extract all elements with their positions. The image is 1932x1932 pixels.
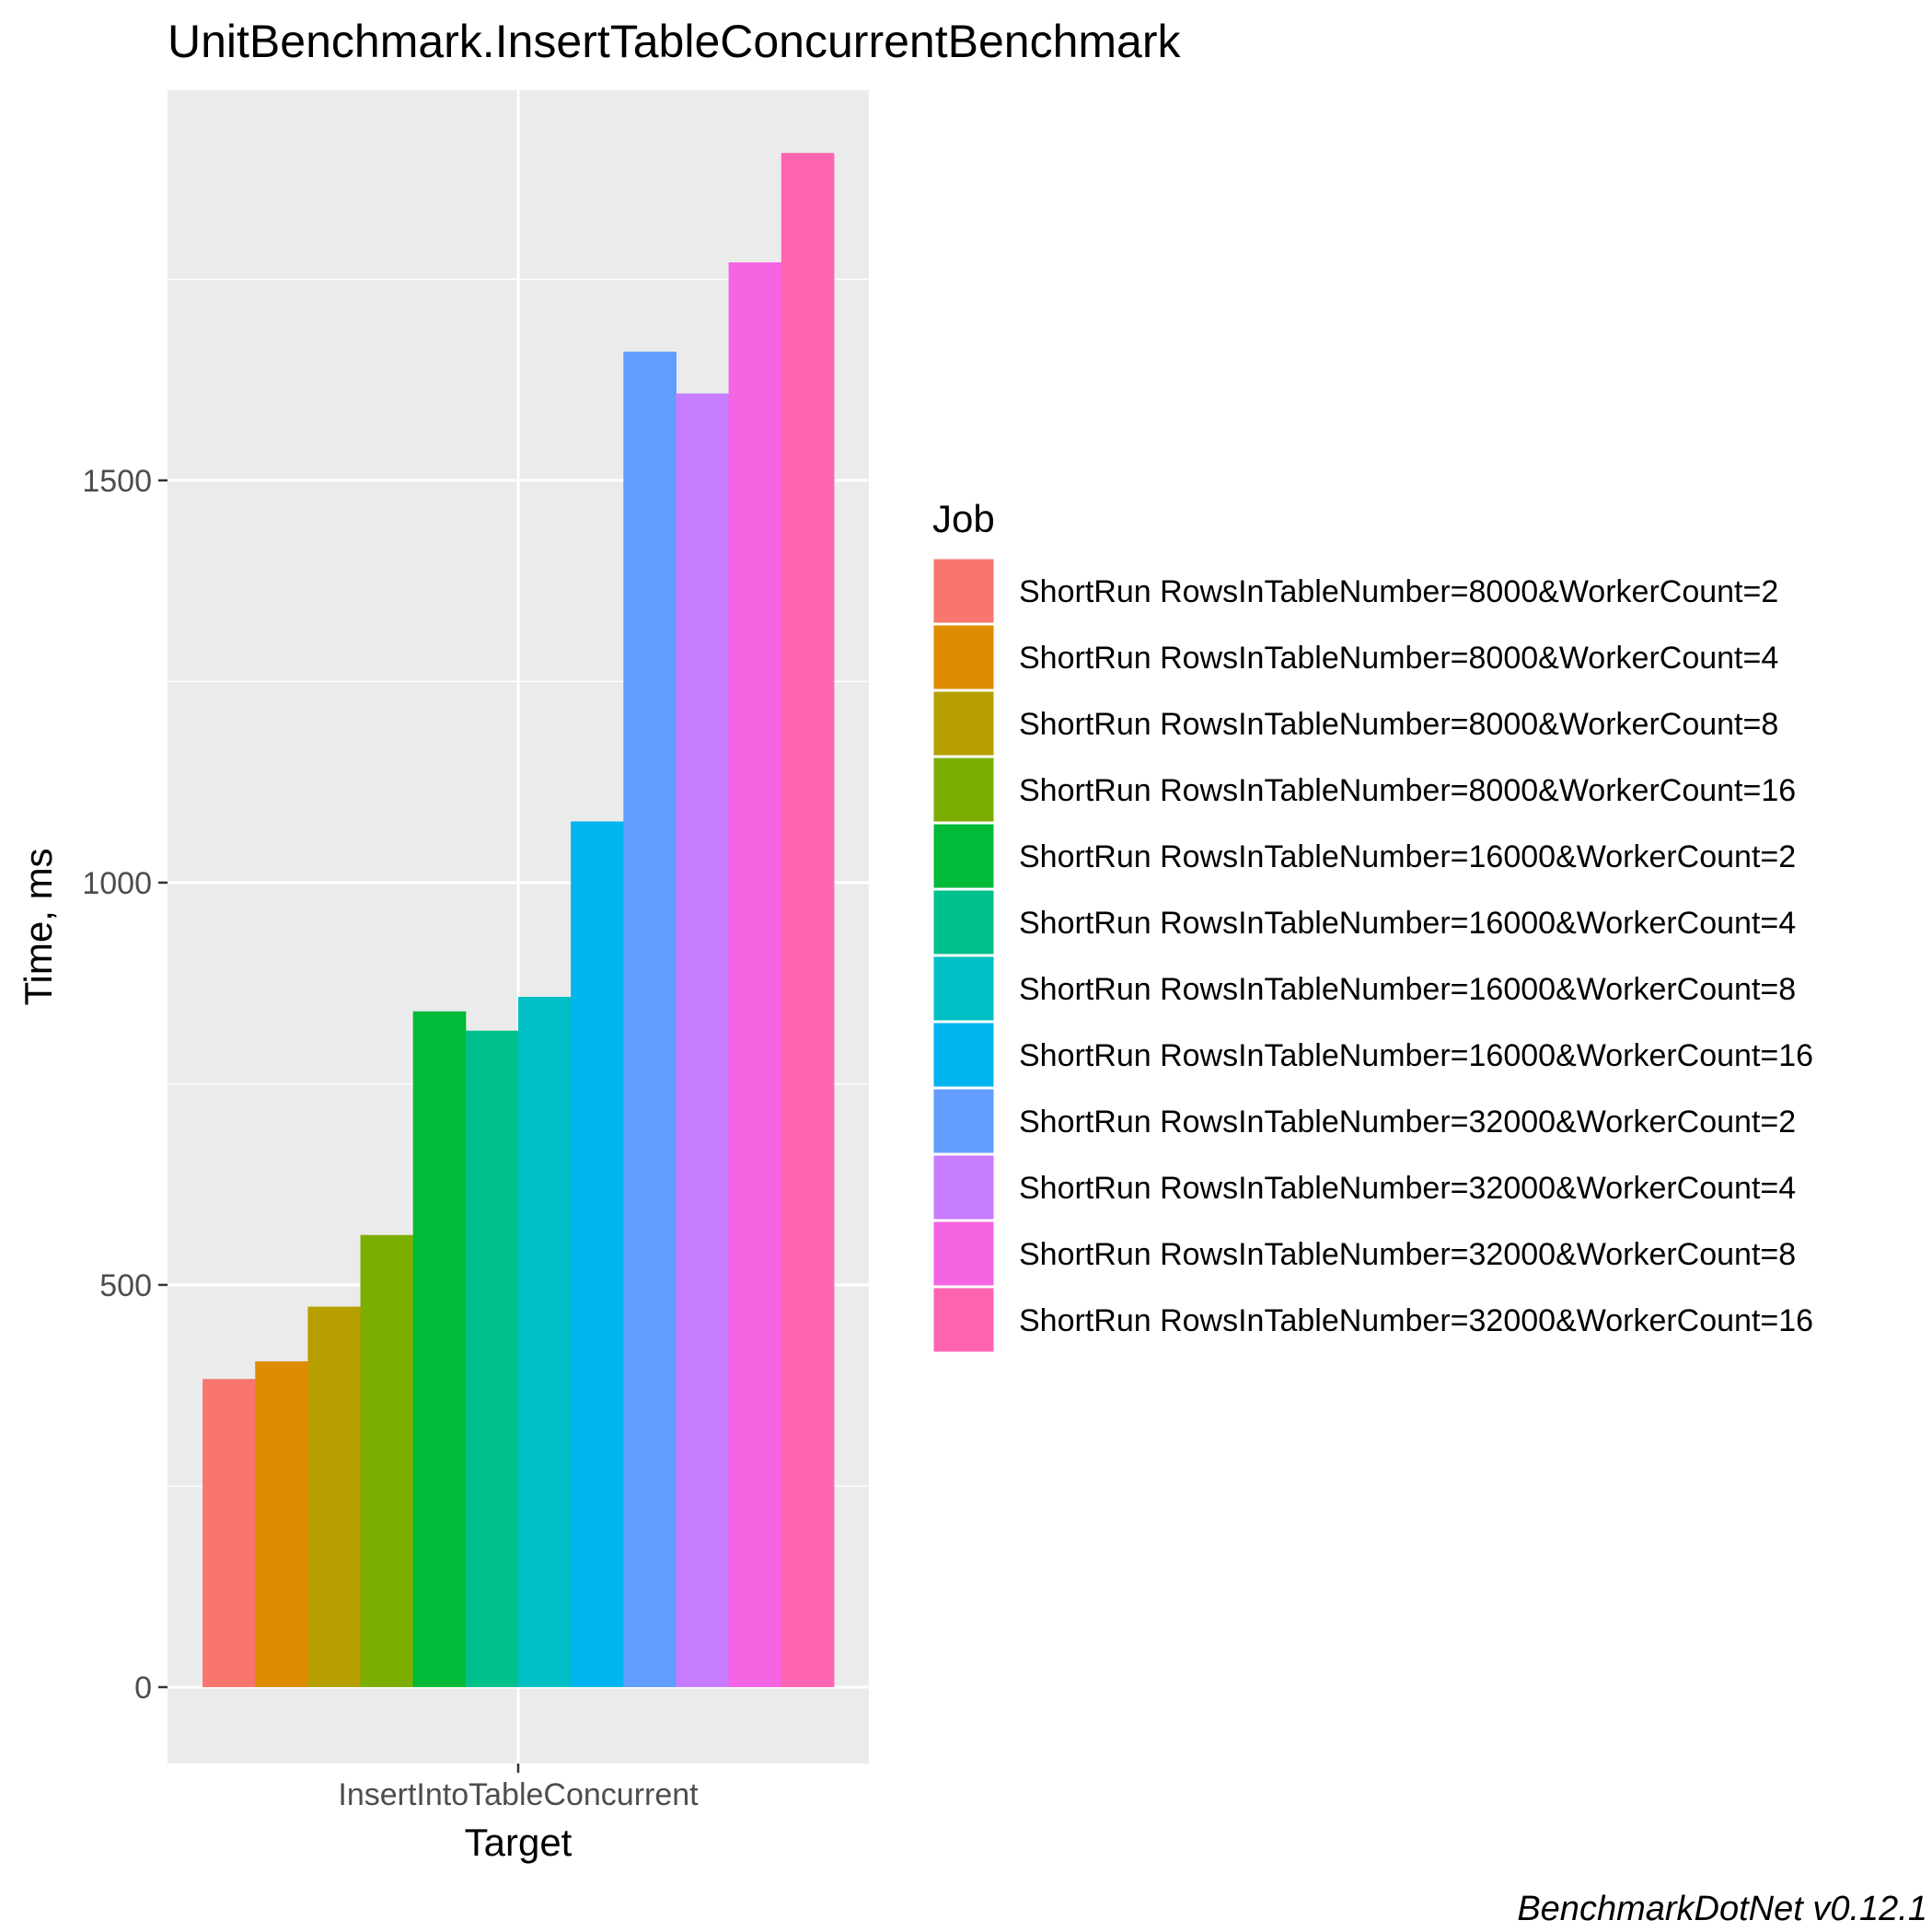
caption: BenchmarkDotNet v0.12.1 xyxy=(1517,1890,1927,1928)
legend-key xyxy=(931,821,997,891)
bar xyxy=(465,1030,519,1687)
legend-key xyxy=(931,1086,997,1156)
axes: 0 500 1000 1500 InsertIntoTableConcurrent xyxy=(82,464,699,1812)
bar xyxy=(412,1011,467,1687)
x-axis-title: Target xyxy=(465,1821,573,1864)
legend-label: ShortRun RowsInTableNumber=8000&WorkerCo… xyxy=(1019,641,1778,676)
bar xyxy=(307,1306,362,1687)
y-axis-title: Time, ms xyxy=(17,848,60,1005)
legend-key xyxy=(931,556,997,626)
legend-title: Job xyxy=(932,497,995,540)
legend-key xyxy=(931,1285,997,1355)
legend-key xyxy=(931,1219,997,1289)
legend-label: ShortRun RowsInTableNumber=8000&WorkerCo… xyxy=(1019,773,1796,808)
bar xyxy=(623,352,677,1687)
bar xyxy=(676,393,730,1687)
legend-label: ShortRun RowsInTableNumber=32000&WorkerC… xyxy=(1019,1105,1796,1140)
legend-label: ShortRun RowsInTableNumber=8000&WorkerCo… xyxy=(1019,707,1778,742)
y-tick-label: 0 xyxy=(134,1671,152,1706)
legend: Job ShortRun RowsInTableNumber=8000&Work… xyxy=(931,497,1813,1355)
legend-label: ShortRun RowsInTableNumber=16000&WorkerC… xyxy=(1019,839,1796,874)
bar xyxy=(360,1234,414,1687)
legend-key xyxy=(931,1152,997,1222)
bar xyxy=(518,997,572,1687)
bar xyxy=(571,821,624,1687)
legend-key xyxy=(931,622,997,692)
y-tick-label: 500 xyxy=(99,1268,152,1303)
legend-label: ShortRun RowsInTableNumber=32000&WorkerC… xyxy=(1019,1237,1796,1272)
legend-key xyxy=(931,1020,997,1090)
legend-key xyxy=(931,688,997,758)
x-tick-label: InsertIntoTableConcurrent xyxy=(338,1777,699,1812)
y-tick-label: 1500 xyxy=(82,464,152,499)
bar xyxy=(728,262,782,1687)
bar xyxy=(255,1360,308,1687)
legend-key xyxy=(931,887,997,957)
chart-title: UnitBenchmark.InsertTableConcurrentBench… xyxy=(168,16,1181,67)
bar xyxy=(781,153,835,1687)
bar xyxy=(202,1379,256,1687)
legend-label: ShortRun RowsInTableNumber=16000&WorkerC… xyxy=(1019,972,1796,1007)
legend-label: ShortRun RowsInTableNumber=16000&WorkerC… xyxy=(1019,1038,1813,1073)
legend-key xyxy=(931,755,997,825)
legend-label: ShortRun RowsInTableNumber=32000&WorkerC… xyxy=(1019,1171,1796,1206)
y-tick-label: 1000 xyxy=(82,866,152,901)
legend-label: ShortRun RowsInTableNumber=8000&WorkerCo… xyxy=(1019,574,1778,609)
legend-label: ShortRun RowsInTableNumber=32000&WorkerC… xyxy=(1019,1303,1813,1338)
legend-key xyxy=(931,954,997,1024)
legend-label: ShortRun RowsInTableNumber=16000&WorkerC… xyxy=(1019,906,1796,941)
bars xyxy=(202,153,835,1687)
